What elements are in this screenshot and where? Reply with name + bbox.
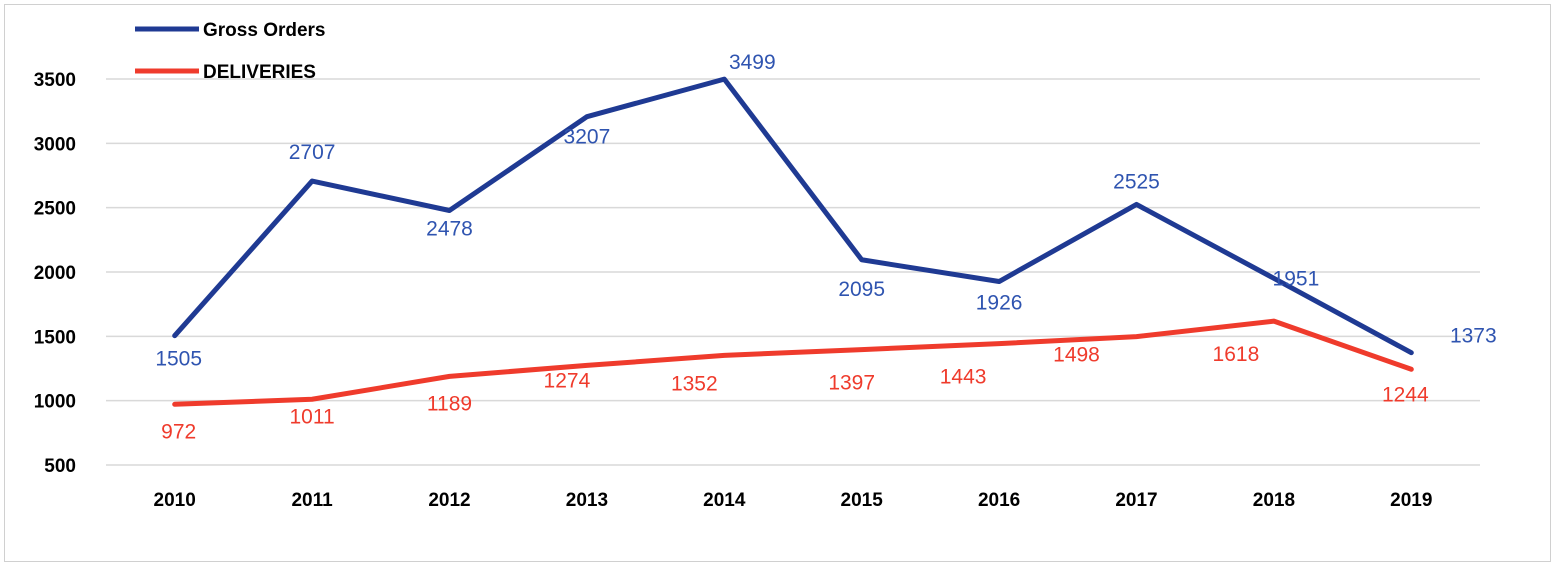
x-tick-label: 2016 [978,490,1020,511]
line-chart: 500 1000 1500 2000 2500 3000 3500 2010 2011 2012… [34,20,1497,511]
data-label-gross-orders: 3499 [729,51,776,74]
x-tick-label: 2012 [428,490,470,511]
gridlines [106,78,1480,466]
data-label-gross-orders: 1951 [1273,267,1320,290]
data-label-gross-orders: 1505 [155,348,202,371]
data-label-gross-orders: 2095 [838,278,885,301]
series-lines [172,76,1414,407]
x-axis-ticks: 2010 2011 2012 2013 2014 2015 2016 2017 2018 2019 [154,490,1433,511]
series-line-deliveries [172,318,1414,407]
y-tick-label: 3000 [34,134,76,155]
data-labels: 1505 2707 2478 3207 3499 2095 1926 2525 1951 1373… [155,51,1496,443]
y-axis-ticks: 500 1000 1500 2000 2500 3000 3500 [34,70,76,477]
x-tick-label: 2014 [703,490,746,511]
data-label-deliveries: 1244 [1382,383,1429,406]
data-label-deliveries: 1352 [671,372,718,395]
y-tick-label: 3500 [34,70,76,91]
data-label-deliveries: 1189 [427,392,472,415]
y-tick-label: 2000 [34,263,76,284]
x-tick-label: 2018 [1253,490,1295,511]
legend-label-gross-orders: Gross Orders [203,20,326,41]
data-label-deliveries: 1618 [1213,343,1260,366]
y-tick-label: 500 [44,456,76,477]
data-label-deliveries: 1011 [290,405,335,428]
legend: Gross Orders DELIVERIES [135,20,326,83]
x-tick-label: 2015 [841,490,884,511]
data-label-gross-orders: 3207 [564,126,611,149]
data-label-gross-orders: 2707 [289,141,336,164]
data-label-gross-orders: 1373 [1450,325,1497,348]
data-label-gross-orders: 1926 [976,292,1023,315]
y-tick-label: 1000 [34,392,76,413]
x-tick-label: 2010 [154,490,196,511]
data-label-deliveries: 1498 [1053,344,1100,367]
series-line-gross-orders [172,76,1414,356]
data-label-deliveries: 1443 [940,366,987,389]
y-tick-label: 2500 [34,199,76,220]
y-tick-label: 1500 [34,327,76,348]
x-tick-label: 2019 [1390,490,1432,511]
legend-item-deliveries: DELIVERIES [135,62,316,83]
data-label-gross-orders: 2478 [426,217,473,240]
data-label-deliveries: 1274 [544,369,591,392]
legend-item-gross-orders: Gross Orders [135,20,326,41]
x-tick-label: 2011 [291,490,333,511]
data-label-deliveries: 1397 [828,372,875,395]
data-label-deliveries: 972 [161,420,196,443]
x-tick-label: 2013 [566,490,608,511]
data-label-gross-orders: 2525 [1113,170,1160,193]
x-tick-label: 2017 [1115,490,1157,511]
legend-label-deliveries: DELIVERIES [203,62,316,83]
chart-frame: 500 1000 1500 2000 2500 3000 3500 2010 2011 2012… [4,4,1551,562]
